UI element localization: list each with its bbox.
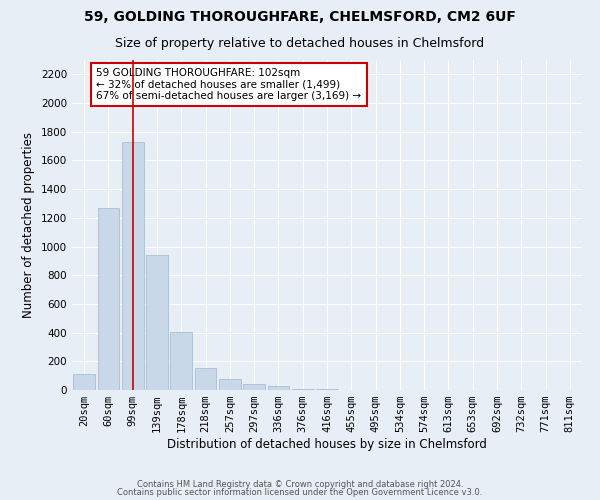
X-axis label: Distribution of detached houses by size in Chelmsford: Distribution of detached houses by size … [167, 438, 487, 451]
Text: Size of property relative to detached houses in Chelmsford: Size of property relative to detached ho… [115, 38, 485, 51]
Y-axis label: Number of detached properties: Number of detached properties [22, 132, 35, 318]
Bar [243, 384, 265, 390]
Bar [194, 368, 217, 390]
Bar [292, 388, 314, 390]
Bar [268, 386, 289, 390]
Bar [73, 374, 95, 390]
Bar [97, 208, 119, 390]
Text: Contains public sector information licensed under the Open Government Licence v3: Contains public sector information licen… [118, 488, 482, 497]
Text: Contains HM Land Registry data © Crown copyright and database right 2024.: Contains HM Land Registry data © Crown c… [137, 480, 463, 489]
Text: 59, GOLDING THOROUGHFARE, CHELMSFORD, CM2 6UF: 59, GOLDING THOROUGHFARE, CHELMSFORD, CM… [84, 10, 516, 24]
Bar [219, 379, 241, 390]
Bar [146, 255, 168, 390]
Bar [170, 332, 192, 390]
Text: 59 GOLDING THOROUGHFARE: 102sqm
← 32% of detached houses are smaller (1,499)
67%: 59 GOLDING THOROUGHFARE: 102sqm ← 32% of… [96, 68, 361, 101]
Bar [122, 142, 143, 390]
